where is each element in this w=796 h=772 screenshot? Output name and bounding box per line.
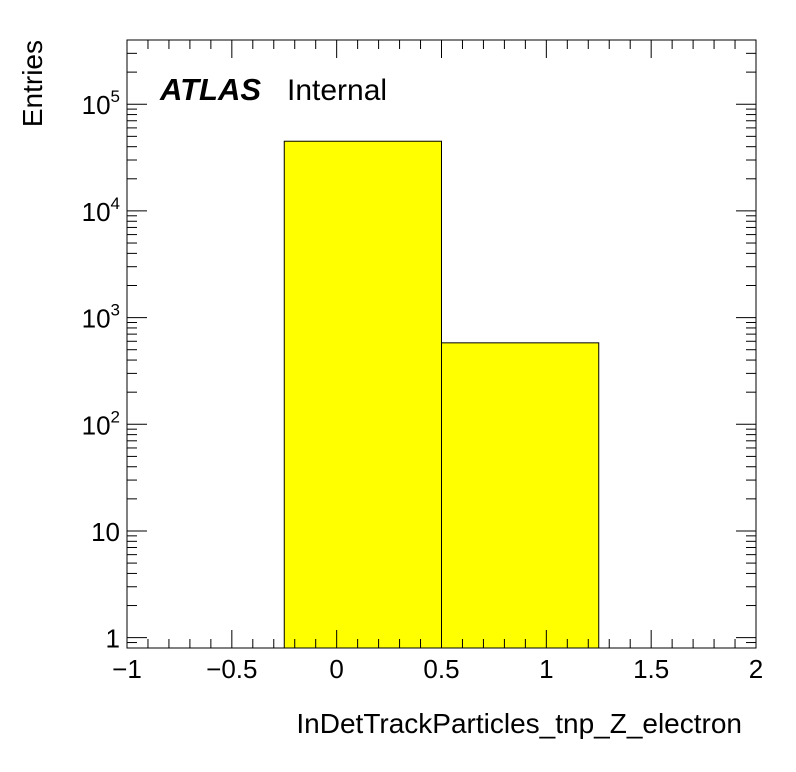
x-axis-label: InDetTrackParticles_tnp_Z_electron <box>296 708 742 739</box>
histogram-bar-1 <box>441 342 600 649</box>
x-tick-label: 0 <box>329 654 343 684</box>
x-tick-label: −0.5 <box>206 654 257 684</box>
x-tick-label: 1 <box>539 654 553 684</box>
y-tick-label: 1 <box>106 624 120 654</box>
y-tick-label: 105 <box>82 87 120 120</box>
y-axis-label: Entries <box>17 40 48 127</box>
y-tick-label-base: 10 <box>82 304 111 334</box>
x-tick-label: −1 <box>112 654 142 684</box>
y-tick-label-exponent: 5 <box>111 87 120 106</box>
y-tick-label: 10 <box>91 517 120 547</box>
status-label: Internal <box>287 74 387 107</box>
plot-frame <box>126 39 757 649</box>
y-tick-label: 103 <box>82 301 120 334</box>
y-tick-label-base: 10 <box>82 197 111 227</box>
y-tick-label-base: 10 <box>82 410 111 440</box>
y-tick-label-base: 10 <box>82 90 111 120</box>
ticks-layer <box>126 39 757 649</box>
atlas-label: ATLAS <box>159 72 261 107</box>
x-tick-label: 1.5 <box>633 654 669 684</box>
y-tick-label: 104 <box>82 194 120 227</box>
y-tick-label-exponent: 4 <box>111 194 120 213</box>
x-tick-label: 2 <box>749 654 763 684</box>
x-tick-label: 0.5 <box>423 654 459 684</box>
histogram-bar-0 <box>283 140 442 649</box>
y-tick-label-exponent: 3 <box>111 301 120 320</box>
y-tick-label: 102 <box>82 407 120 440</box>
y-tick-label-exponent: 2 <box>111 407 120 426</box>
bars-layer <box>283 140 600 649</box>
